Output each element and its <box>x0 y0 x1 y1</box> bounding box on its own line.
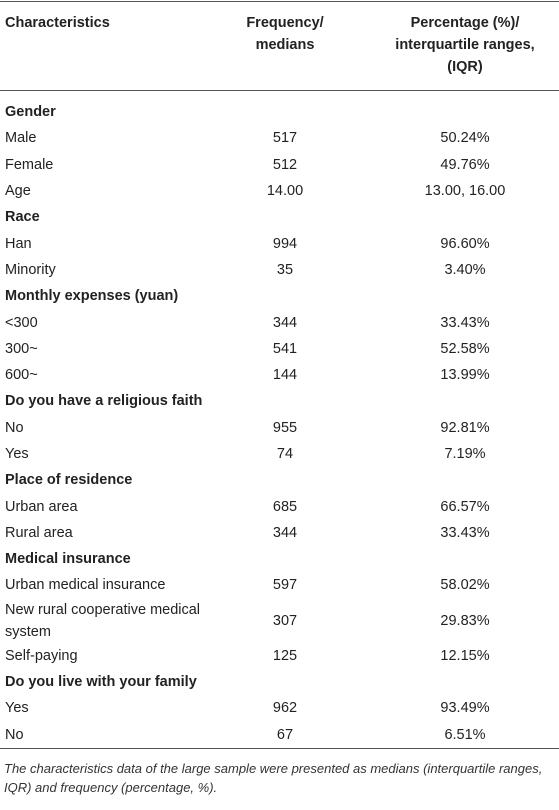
section-label: Race <box>5 209 40 226</box>
cell: Minority <box>5 261 56 278</box>
cell: Female <box>5 156 54 173</box>
cell: New rural cooperative medical system <box>5 601 201 640</box>
cell: 33.43% <box>440 314 490 331</box>
data-row: Urban medical insurance 597 58.02% <box>0 572 559 598</box>
data-row: Han 994 96.60% <box>0 230 559 256</box>
section-label: Do you have a religious faith <box>5 393 203 410</box>
cell: 6.51% <box>444 726 486 743</box>
section-label: Medical insurance <box>5 551 131 568</box>
header-cell: Frequency/ medians <box>235 2 335 91</box>
cell: 12.15% <box>440 647 490 664</box>
data-row: 600~ 144 13.99% <box>0 362 559 388</box>
cell: Rural area <box>5 524 73 541</box>
data-row: Rural area 344 33.43% <box>0 520 559 546</box>
section-label: Place of residence <box>5 472 133 489</box>
cell: 962 <box>272 700 298 717</box>
cell: 125 <box>272 647 298 664</box>
data-row: Yes 74 7.19% <box>0 441 559 467</box>
section-label: Do you live with your family <box>5 674 197 691</box>
cell: Male <box>5 130 37 147</box>
header-text: Percentage (%)/ interquartile ranges, (I… <box>395 15 535 75</box>
section-row: Medical insurance <box>0 546 559 572</box>
cell: 344 <box>272 314 298 331</box>
cell: 14.00 <box>266 183 304 200</box>
section-row: Race <box>0 204 559 230</box>
cell: Han <box>5 235 32 252</box>
cell: 3.40% <box>444 261 486 278</box>
section-row: Do you have a religious faith <box>0 388 559 414</box>
data-table: Characteristics Frequency/ medians Perce… <box>0 1 559 749</box>
cell: 307 <box>272 612 298 629</box>
cell: No <box>5 419 24 436</box>
cell: 67 <box>276 726 294 743</box>
cell: 96.60% <box>440 235 490 252</box>
section-row: Gender <box>0 91 559 126</box>
cell: 92.81% <box>440 419 490 436</box>
data-row: Self-paying 125 12.15% <box>0 643 559 669</box>
cell: Age <box>5 183 31 200</box>
section-label: Monthly expenses (yuan) <box>5 288 179 305</box>
cell: Yes <box>5 700 29 717</box>
cell: 58.02% <box>440 577 490 594</box>
cell: Self-paying <box>5 647 78 664</box>
data-row: No 955 92.81% <box>0 415 559 441</box>
footnote: The characteristics data of the large sa… <box>4 760 543 795</box>
data-row: Female 512 49.76% <box>0 152 559 178</box>
section-row: Monthly expenses (yuan) <box>0 283 559 309</box>
cell: 7.19% <box>444 446 486 462</box>
data-row: Age 14.00 13.00, 16.00 <box>0 178 559 204</box>
cell: Yes <box>5 446 29 462</box>
header-row: Characteristics Frequency/ medians Perce… <box>0 1 559 91</box>
data-row: 300~ 541 52.58% <box>0 336 559 362</box>
cell: 35 <box>276 261 294 278</box>
cell: 512 <box>272 156 298 173</box>
cell: 600~ <box>5 367 38 384</box>
data-row: Male 517 50.24% <box>0 125 559 151</box>
cell: 344 <box>272 524 298 541</box>
cell: 13.99% <box>440 367 490 384</box>
cell: 50.24% <box>440 130 490 147</box>
cell: 52.58% <box>440 340 490 357</box>
cell: 13.00, 16.00 <box>424 183 506 200</box>
data-row: No 67 6.51% <box>0 722 559 749</box>
cell: <300 <box>5 314 38 331</box>
cell: 66.57% <box>440 498 490 515</box>
header-text: Frequency/ medians <box>246 15 324 53</box>
cell: 93.49% <box>440 700 490 717</box>
data-row: Urban area 685 66.57% <box>0 493 559 519</box>
cell: Urban area <box>5 498 78 515</box>
header-cell: Characteristics <box>5 15 110 31</box>
data-row: <300 344 33.43% <box>0 309 559 335</box>
data-row: New rural cooperative medical system 307 2… <box>0 599 559 643</box>
table-body: Gender Male 517 50.24% Female 512 49.76% Age 14.… <box>0 91 559 749</box>
section-row: Do you live with your family <box>0 669 559 695</box>
cell: 541 <box>272 340 298 357</box>
data-row: Yes 962 93.49% <box>0 695 559 721</box>
data-row: Minority 35 3.40% <box>0 257 559 283</box>
table-header: Characteristics Frequency/ medians Perce… <box>0 1 559 91</box>
cell: 300~ <box>5 340 38 357</box>
cell: 597 <box>272 577 298 594</box>
section-row: Place of residence <box>0 467 559 493</box>
header-cell: Percentage (%)/ interquartile ranges, (I… <box>335 2 559 91</box>
cell: 955 <box>272 419 298 436</box>
cell: No <box>5 726 24 743</box>
cell: Urban medical insurance <box>5 577 166 594</box>
cell: 517 <box>272 130 298 147</box>
cell: 144 <box>272 367 298 384</box>
cell: 685 <box>272 498 298 515</box>
section-label: Gender <box>5 104 56 121</box>
cell: 994 <box>272 235 298 252</box>
cell: 29.83% <box>440 612 490 629</box>
cell: 74 <box>276 446 294 462</box>
cell: 49.76% <box>440 156 490 173</box>
cell: 33.43% <box>440 524 490 541</box>
